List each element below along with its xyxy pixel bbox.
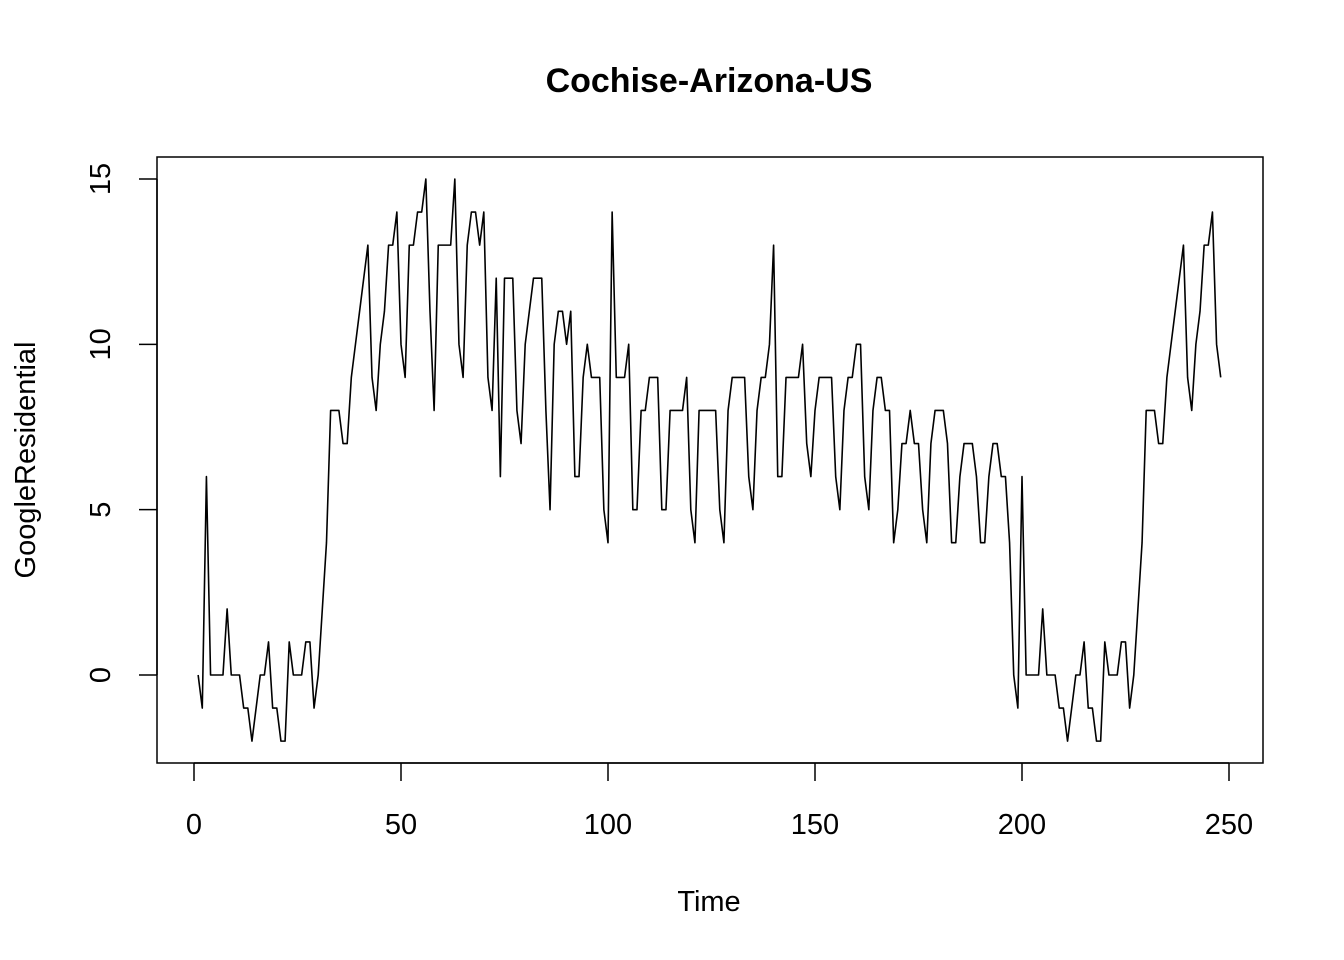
- x-tick-label: 50: [385, 809, 417, 841]
- y-tick-label: 10: [85, 328, 117, 360]
- series-line: [197, 178, 1222, 742]
- y-tick-label: 0: [85, 667, 117, 683]
- x-axis-label: Time: [677, 886, 740, 918]
- plot-frame: [156, 156, 1264, 764]
- y-tick-label: 15: [85, 163, 117, 195]
- x-axis: 0 50 100 150 200 250: [186, 762, 1253, 841]
- y-axis-label: GoogleResidential: [10, 342, 42, 579]
- y-tick-label: 5: [85, 502, 117, 518]
- x-tick-label: 100: [584, 809, 632, 841]
- chart-title: Cochise-Arizona-US: [546, 62, 873, 100]
- x-tick-label: 200: [998, 809, 1046, 841]
- x-tick-label: 150: [791, 809, 839, 841]
- x-tick-label: 0: [186, 809, 202, 841]
- x-tick-label: 250: [1205, 809, 1253, 841]
- y-axis: 0 5 10 15: [85, 163, 158, 683]
